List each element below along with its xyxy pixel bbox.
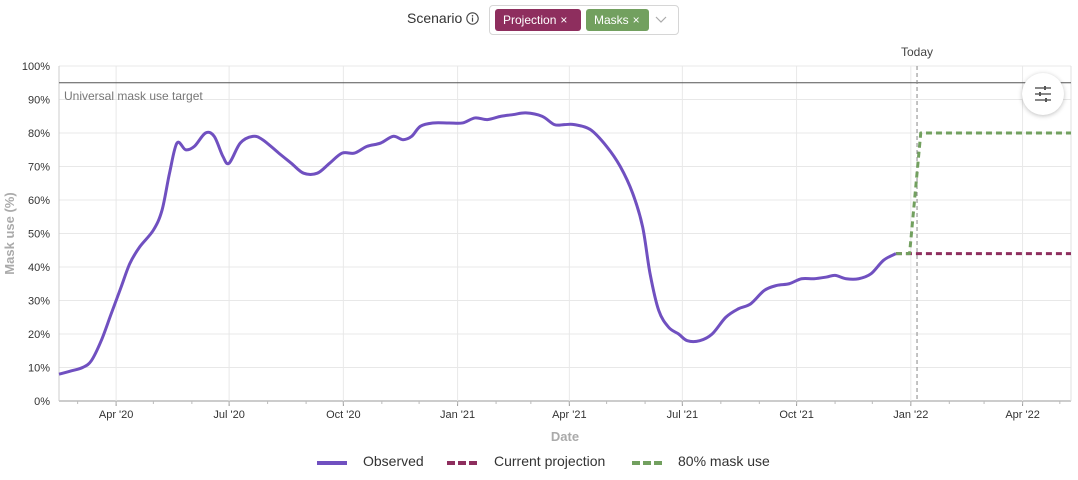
y-axis: 0% 10% 20% 30% 40% 50% 60% 70% 80% 90% 100% xyxy=(22,61,50,408)
info-icon[interactable] xyxy=(466,12,479,25)
chip-projection-label: Projection xyxy=(503,13,557,27)
legend-swatch-current-projection xyxy=(447,461,477,465)
chevron-down-icon[interactable] xyxy=(655,15,667,25)
today-marker: Today xyxy=(901,45,933,401)
x-tick-label: Apr '20 xyxy=(99,409,134,421)
legend-label-80-mask-use: 80% mask use xyxy=(678,453,770,469)
legend-label-current-projection: Current projection xyxy=(494,453,606,469)
x-axis-title: Date xyxy=(551,429,579,444)
legend-swatch-observed xyxy=(317,461,347,465)
x-tick-label: Jul '20 xyxy=(213,409,244,421)
y-tick-label: 10% xyxy=(28,363,50,375)
series-group xyxy=(58,111,1071,376)
y-tick-label: 90% xyxy=(28,95,50,107)
x-tick-label: Jan '22 xyxy=(893,409,928,421)
today-label: Today xyxy=(901,45,933,59)
reference-line: Universal mask use target xyxy=(59,82,1071,103)
y-tick-label: 50% xyxy=(28,229,50,241)
y-tick-label: 100% xyxy=(22,61,50,73)
target-line-label: Universal mask use target xyxy=(64,89,203,103)
scenario-select[interactable]: Projection × Masks × xyxy=(489,5,679,35)
legend: Observed Current projection 80% mask use xyxy=(0,452,1078,474)
x-axis: Apr '20 Jul '20 Oct '20 Jan '21 Apr '21 Jul '… xyxy=(77,401,1061,421)
series-observed xyxy=(58,111,897,376)
y-tick-label: 0% xyxy=(34,396,50,408)
x-tick-label: Apr '21 xyxy=(552,409,587,421)
chip-masks-label: Masks xyxy=(594,13,629,27)
series-80-mask-use xyxy=(895,131,1071,256)
x-tick-label: Jul '21 xyxy=(667,409,698,421)
legend-label-observed: Observed xyxy=(363,453,424,469)
chart-settings-button[interactable] xyxy=(1022,73,1064,115)
y-axis-title: Mask use (%) xyxy=(2,192,17,274)
y-tick-label: 80% xyxy=(28,128,50,140)
y-tick-label: 30% xyxy=(28,296,50,308)
y-tick-label: 60% xyxy=(28,195,50,207)
x-tick-label: Oct '21 xyxy=(779,409,814,421)
x-tick-label: Oct '20 xyxy=(326,409,361,421)
y-tick-label: 20% xyxy=(28,329,50,341)
x-tick-label: Jan '21 xyxy=(440,409,475,421)
remove-masks-icon[interactable]: × xyxy=(632,13,640,27)
remove-projection-icon[interactable]: × xyxy=(560,13,568,27)
y-tick-label: 70% xyxy=(28,162,50,174)
chip-masks: Masks × xyxy=(586,9,649,31)
grid xyxy=(58,65,1072,402)
mask-use-chart: 0% 10% 20% 30% 40% 50% 60% 70% 80% 90% 100% Apr '2… xyxy=(2,45,1072,444)
legend-swatch-80-mask-use xyxy=(632,461,662,465)
x-tick-label: Apr '22 xyxy=(1005,409,1040,421)
scenario-bar: Scenario Projection × Masks × xyxy=(0,4,1078,35)
scenario-label: Scenario xyxy=(407,10,463,26)
chip-projection: Projection × xyxy=(495,9,581,31)
sliders-icon xyxy=(1035,86,1051,102)
y-tick-label: 40% xyxy=(28,262,50,274)
